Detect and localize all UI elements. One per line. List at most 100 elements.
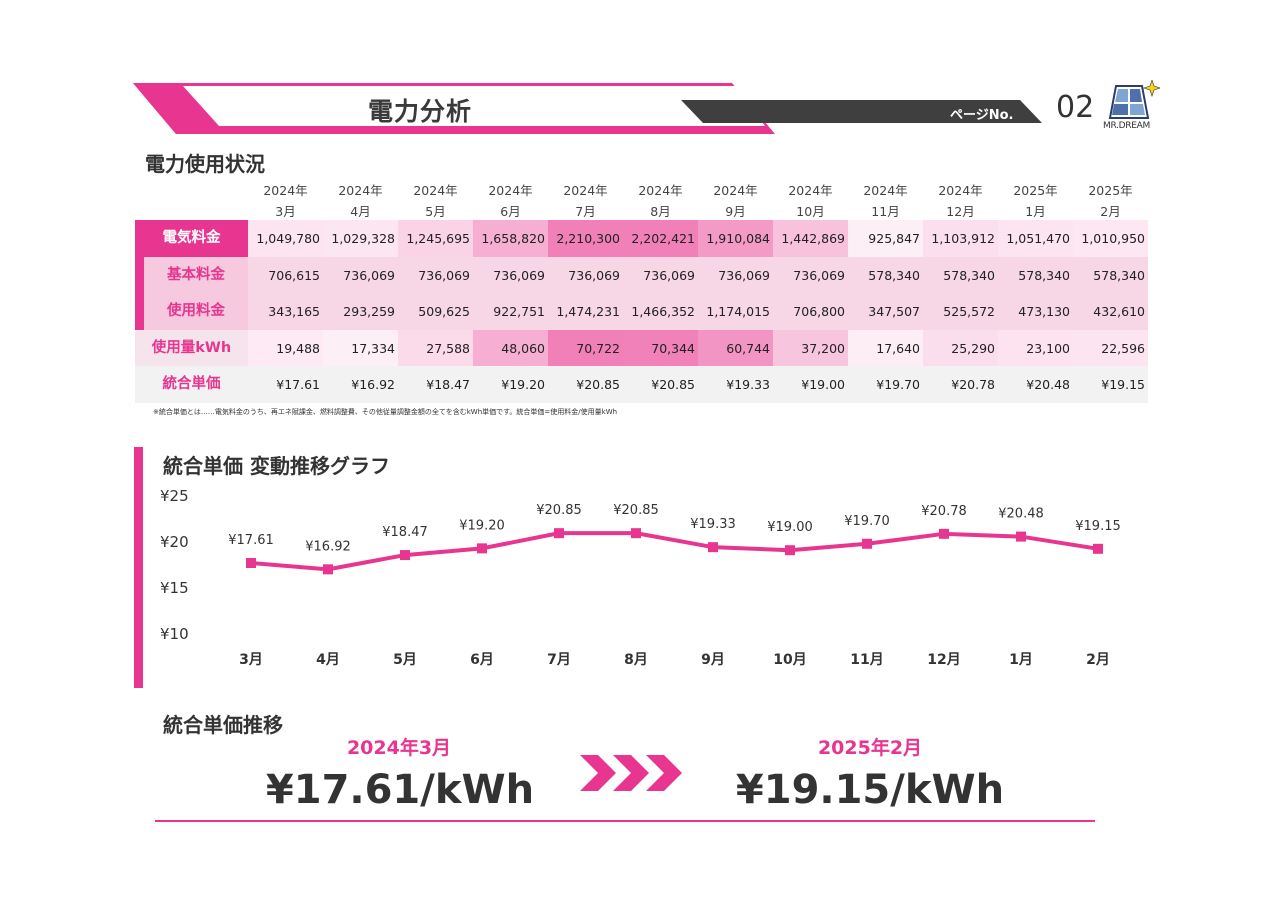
table-cell: ¥20.85 bbox=[548, 366, 623, 403]
y-axis-tick-label: ¥10 bbox=[160, 625, 189, 643]
table-cell: 23,100 bbox=[998, 330, 1073, 367]
table-cell: 22,596 bbox=[1073, 330, 1148, 367]
table-cell: 70,344 bbox=[623, 330, 698, 367]
end-unit-price: ¥19.15/kWh bbox=[735, 767, 1005, 813]
page-number-label: ページNo. bbox=[950, 108, 1014, 123]
month-header: 2024年 11月 bbox=[848, 180, 923, 222]
table-cell: 1,051,470 bbox=[998, 220, 1073, 257]
month-header-month: 11月 bbox=[871, 204, 900, 219]
month-header-month: 7月 bbox=[575, 204, 596, 219]
table-cell: ¥19.20 bbox=[473, 366, 548, 403]
data-label: ¥19.70 bbox=[844, 514, 890, 529]
table-cell: 48,060 bbox=[473, 330, 548, 367]
table-cell: 1,442,869 bbox=[773, 220, 848, 257]
table-cell: 1,466,352 bbox=[623, 293, 698, 330]
table-cell: ¥19.33 bbox=[698, 366, 773, 403]
table-footnote: ※統合単価とは……電気料金のうち、再エネ賦課金、燃料調整費、その他従量調整金額の… bbox=[153, 408, 618, 416]
month-header-month: 1月 bbox=[1025, 204, 1046, 219]
y-axis-tick-label: ¥25 bbox=[160, 487, 189, 505]
row-label: 基本料金 bbox=[135, 257, 248, 294]
table-cell: 736,069 bbox=[548, 257, 623, 294]
month-header-month: 8月 bbox=[650, 204, 671, 219]
month-header: 2024年 12月 bbox=[923, 180, 998, 222]
month-header-year: 2024年 bbox=[788, 183, 833, 198]
month-header-year: 2024年 bbox=[563, 183, 608, 198]
month-header-month: 6月 bbox=[500, 204, 521, 219]
table-cell: ¥16.92 bbox=[323, 366, 398, 403]
table-cell: 1,029,328 bbox=[323, 220, 398, 257]
logo-wordmark: MR.DREAM bbox=[1103, 121, 1150, 131]
month-header-year: 2024年 bbox=[638, 183, 683, 198]
table-cell: 1,103,912 bbox=[923, 220, 998, 257]
month-header: 2025年 1月 bbox=[998, 180, 1073, 222]
page-number: 02 bbox=[1056, 90, 1095, 125]
table-cell: 37,200 bbox=[773, 330, 848, 367]
title-banner-white bbox=[183, 86, 765, 126]
data-label: ¥16.92 bbox=[305, 539, 351, 554]
table-cell: ¥18.47 bbox=[398, 366, 473, 403]
month-header: 2024年 5月 bbox=[398, 180, 473, 222]
x-axis-tick-label: 6月 bbox=[470, 652, 494, 668]
table-cell: 17,640 bbox=[848, 330, 923, 367]
data-point-marker bbox=[939, 528, 949, 539]
table-cell: 578,340 bbox=[848, 257, 923, 294]
data-point-marker bbox=[1016, 531, 1026, 542]
table-cell: 578,340 bbox=[998, 257, 1073, 294]
chart-title: 統合単価 変動推移グラフ bbox=[163, 454, 390, 478]
x-axis-tick-label: 7月 bbox=[547, 652, 571, 668]
y-axis-tick-label: ¥15 bbox=[160, 579, 189, 597]
data-point-marker bbox=[631, 528, 641, 539]
unit-price-series-line bbox=[250, 531, 1099, 572]
table-cell: ¥20.85 bbox=[623, 366, 698, 403]
row-label: 使用料金 bbox=[135, 293, 248, 330]
month-header-month: 5月 bbox=[425, 204, 446, 219]
x-axis-tick-label: 8月 bbox=[624, 652, 648, 668]
table-cell: 70,722 bbox=[548, 330, 623, 367]
start-unit-price: ¥17.61/kWh bbox=[265, 767, 535, 813]
page-banner-dark bbox=[681, 100, 1042, 123]
x-axis-tick-label: 12月 bbox=[927, 652, 960, 668]
x-axis-tick-label: 5月 bbox=[393, 652, 417, 668]
month-header: 2024年 9月 bbox=[698, 180, 773, 222]
x-axis-tick-label: 10月 bbox=[773, 652, 806, 668]
month-header-year: 2024年 bbox=[413, 183, 458, 198]
page-title: 電力分析 bbox=[368, 97, 473, 126]
month-header-year: 2025年 bbox=[1088, 183, 1133, 198]
page-header: 電力分析 ページNo. 02 MR.DREAM bbox=[0, 0, 1286, 150]
table-cell: 1,245,695 bbox=[398, 220, 473, 257]
table-cell: 60,744 bbox=[698, 330, 773, 367]
data-point-marker bbox=[862, 538, 872, 549]
start-date: 2024年3月 bbox=[346, 737, 452, 759]
table-cell: 1,658,820 bbox=[473, 220, 548, 257]
row-label: 統合単価 bbox=[135, 366, 248, 403]
month-header-year: 2025年 bbox=[1013, 183, 1058, 198]
month-header-year: 2024年 bbox=[338, 183, 383, 198]
month-header-year: 2024年 bbox=[938, 183, 983, 198]
table-cell: ¥19.00 bbox=[773, 366, 848, 403]
table-cell: 1,049,780 bbox=[248, 220, 323, 257]
table-cell: ¥19.70 bbox=[848, 366, 923, 403]
table-cell: 27,588 bbox=[398, 330, 473, 367]
chart-accent-bar bbox=[134, 447, 143, 688]
month-header-month: 12月 bbox=[946, 204, 975, 219]
summary-title: 統合単価推移 bbox=[163, 713, 283, 737]
table-cell: 19,488 bbox=[248, 330, 323, 367]
table-cell: 2,202,421 bbox=[623, 220, 698, 257]
table-cell: 736,069 bbox=[473, 257, 548, 294]
table-cell: 1,010,950 bbox=[1073, 220, 1148, 257]
month-header: 2024年 6月 bbox=[473, 180, 548, 222]
table-cell: 925,847 bbox=[848, 220, 923, 257]
data-point-marker bbox=[246, 557, 256, 568]
month-header-year: 2024年 bbox=[713, 183, 758, 198]
data-point-marker bbox=[708, 542, 718, 553]
x-axis-tick-label: 4月 bbox=[316, 652, 340, 668]
table-cell: 736,069 bbox=[773, 257, 848, 294]
header-banner bbox=[133, 83, 1042, 134]
chevron-arrows-icon bbox=[580, 755, 682, 791]
data-label: ¥20.85 bbox=[536, 503, 582, 518]
table-cell: 347,507 bbox=[848, 293, 923, 330]
month-header: 2024年 4月 bbox=[323, 180, 398, 222]
month-header-year: 2024年 bbox=[863, 183, 908, 198]
data-point-marker bbox=[400, 550, 410, 561]
month-header-month: 4月 bbox=[350, 204, 371, 219]
